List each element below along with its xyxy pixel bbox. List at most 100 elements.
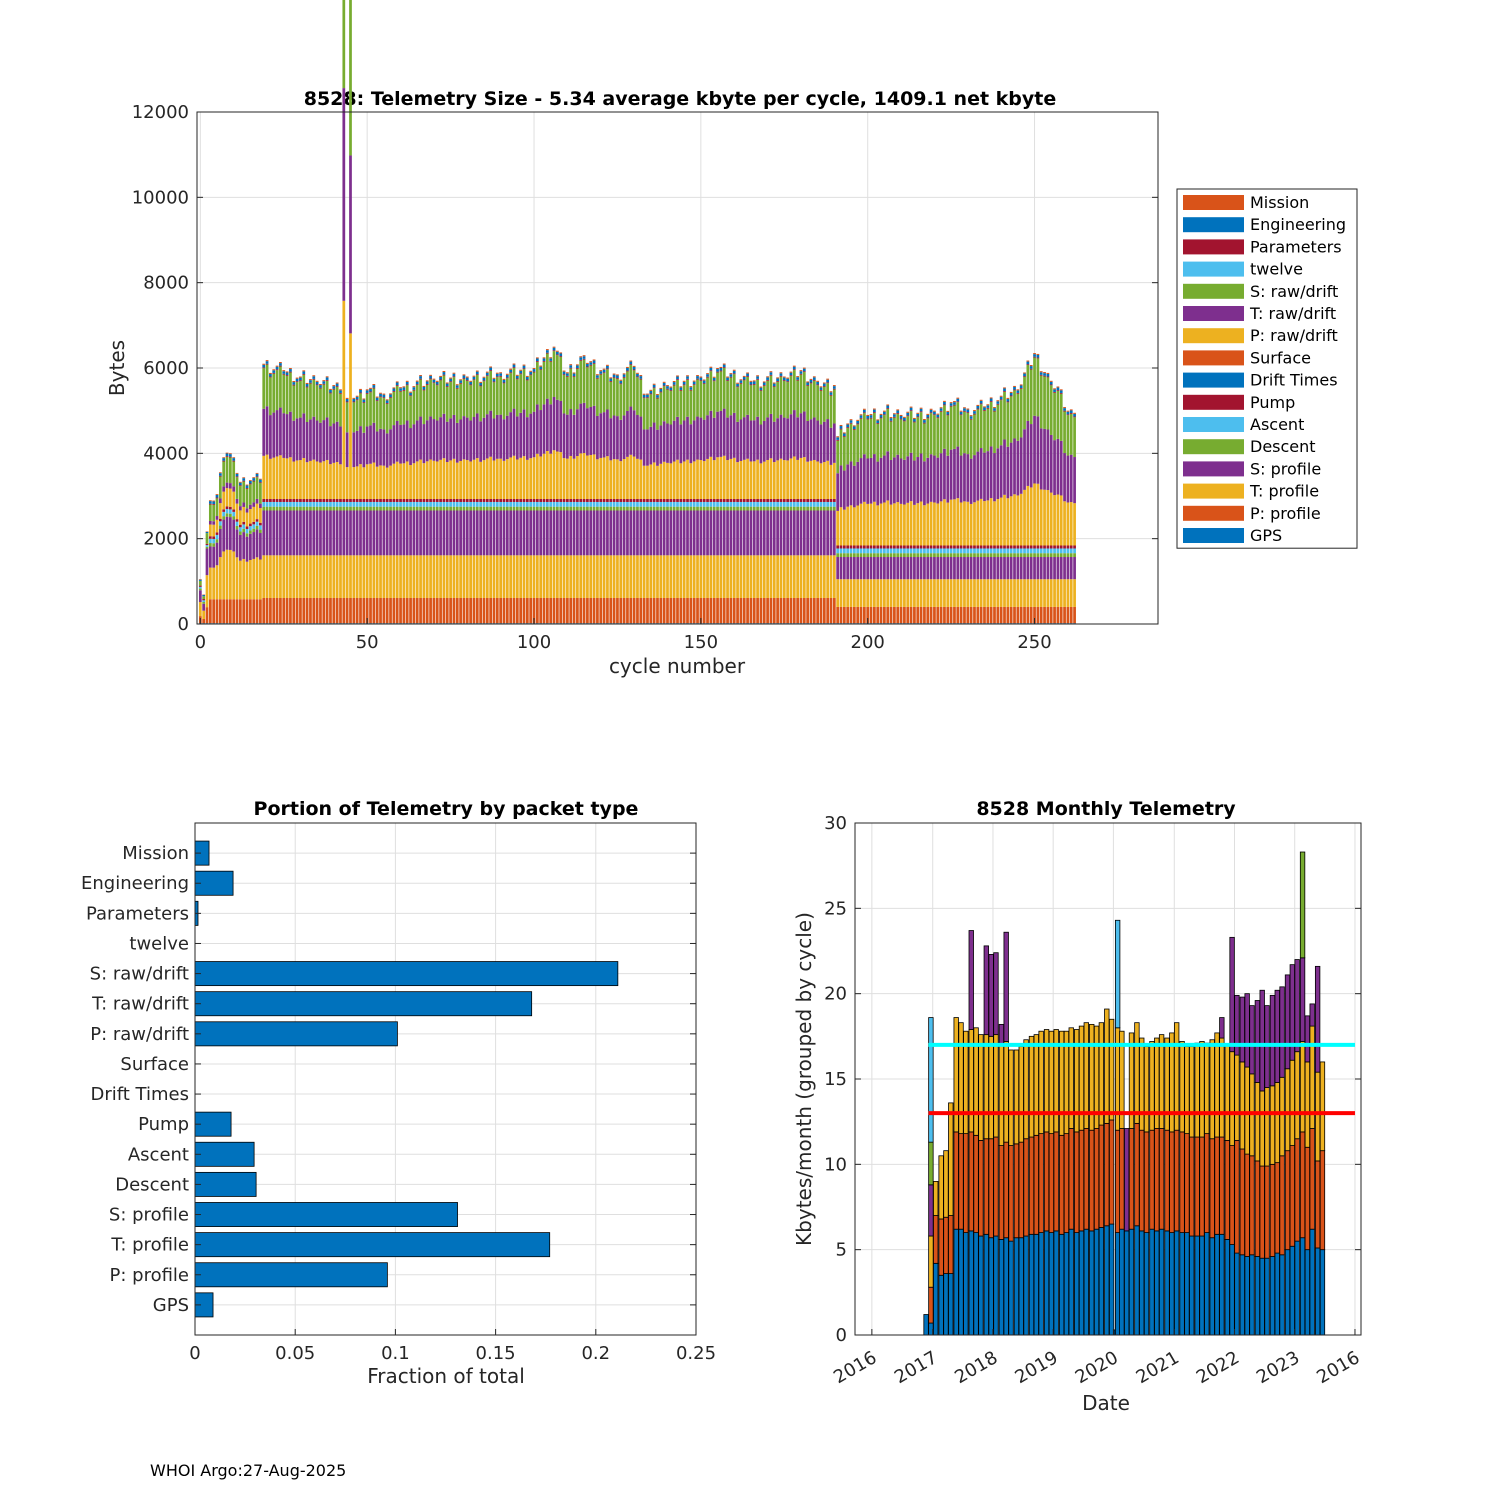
telemetry-bar-segment bbox=[566, 506, 569, 511]
telemetry-bar-segment bbox=[919, 545, 923, 549]
monthly-bar-segment bbox=[1143, 1232, 1150, 1336]
telemetry-bar-segment bbox=[362, 399, 366, 403]
telemetry-bar-segment bbox=[886, 408, 890, 409]
telemetry-bar-segment bbox=[976, 548, 980, 554]
telemetry-bar-segment bbox=[786, 506, 789, 511]
telemetry-bar-segment bbox=[275, 555, 279, 598]
telemetry-bar-segment bbox=[355, 506, 359, 511]
telemetry-bar-segment bbox=[602, 555, 606, 598]
telemetry-bar-segment bbox=[966, 454, 970, 502]
telemetry-bar-segment bbox=[459, 380, 462, 383]
telemetry-bar-segment bbox=[719, 501, 723, 507]
telemetry-bar-segment bbox=[1003, 553, 1006, 558]
telemetry-bar-segment bbox=[1069, 502, 1073, 546]
telemetry-bar-segment bbox=[545, 350, 549, 353]
telemetry-bar-segment bbox=[716, 411, 719, 458]
telemetry-bar-segment bbox=[716, 498, 719, 502]
telemetry-bar-segment bbox=[339, 510, 342, 556]
telemetry-bar-segment bbox=[689, 424, 693, 464]
telemetry-bar-segment bbox=[509, 510, 513, 556]
telemetry-bar-segment bbox=[896, 413, 900, 414]
telemetry-bar-segment bbox=[953, 606, 956, 624]
telemetry-bar-segment bbox=[549, 360, 553, 362]
telemetry-bar-segment bbox=[736, 383, 739, 387]
telemetry-bar-segment bbox=[302, 371, 306, 374]
telemetry-bar-segment bbox=[923, 461, 926, 506]
telemetry-bar-segment bbox=[686, 416, 689, 460]
telemetry-bar-segment bbox=[576, 368, 579, 410]
telemetry-bar-segment bbox=[586, 597, 589, 624]
telemetry-bar-segment bbox=[1016, 557, 1020, 580]
telemetry-bar-segment bbox=[689, 498, 693, 502]
telemetry-bar-segment bbox=[983, 407, 986, 411]
telemetry-bar-segment bbox=[789, 498, 793, 502]
monthly-bar-segment bbox=[1089, 1230, 1095, 1336]
telemetry-bar-segment bbox=[903, 553, 906, 558]
telemetry-bar-segment bbox=[1063, 545, 1066, 549]
telemetry-bar-segment bbox=[576, 510, 579, 556]
telemetry-bar-segment bbox=[542, 506, 546, 511]
telemetry-bar-segment bbox=[592, 359, 596, 361]
telemetry-bar-segment bbox=[956, 553, 960, 558]
telemetry-bar-segment bbox=[1006, 545, 1010, 549]
telemetry-bar-segment bbox=[759, 386, 763, 388]
telemetry-bar-segment bbox=[208, 524, 212, 537]
telemetry-bar-segment bbox=[762, 510, 766, 556]
monthly-bar-segment bbox=[1234, 1140, 1240, 1254]
telemetry-bar-segment bbox=[759, 390, 763, 392]
telemetry-bar-segment bbox=[228, 483, 232, 489]
monthly-bar-segment bbox=[1274, 1162, 1280, 1254]
telemetry-bar-segment bbox=[315, 597, 319, 624]
telemetry-bar-segment bbox=[462, 510, 466, 556]
telemetry-bar-segment bbox=[409, 465, 412, 499]
telemetry-bar-segment bbox=[906, 411, 910, 413]
telemetry-bar-segment bbox=[435, 498, 439, 502]
telemetry-bar-segment bbox=[509, 369, 513, 373]
telemetry-bar-segment bbox=[402, 463, 406, 499]
telemetry-bar-segment bbox=[799, 555, 803, 598]
monthly-bar-segment bbox=[1279, 1254, 1285, 1336]
monthly-bar-segment bbox=[1244, 1153, 1250, 1257]
monthly-reference-lines bbox=[928, 1042, 1355, 1116]
telemetry-bar-segment bbox=[542, 597, 546, 624]
telemetry-bar-segment bbox=[579, 403, 583, 454]
portion-category-label: P: profile bbox=[110, 1265, 190, 1286]
telemetry-bar-segment bbox=[409, 510, 412, 556]
telemetry-bar-segment bbox=[372, 555, 376, 598]
telemetry-bar-segment bbox=[669, 510, 673, 556]
telemetry-bar-segment bbox=[218, 498, 222, 504]
telemetry-bar-segment bbox=[746, 372, 749, 374]
telemetry-bar-segment bbox=[782, 460, 786, 499]
telemetry-bar-segment bbox=[515, 416, 519, 460]
telemetry-bar-segment bbox=[1059, 606, 1063, 624]
telemetry-bar-segment bbox=[893, 414, 896, 417]
telemetry-bar-segment bbox=[609, 510, 613, 556]
telemetry-bar-segment bbox=[586, 366, 589, 368]
telemetry-bar-segment bbox=[696, 376, 699, 379]
telemetry-bar-segment bbox=[235, 477, 239, 499]
telemetry-bar-segment bbox=[245, 533, 249, 537]
telemetry-bar-segment bbox=[716, 371, 719, 373]
telemetry-bar-segment bbox=[329, 392, 332, 394]
telemetry-bar-segment bbox=[596, 555, 599, 598]
telemetry-bar-segment bbox=[736, 555, 739, 598]
telemetry-bar-segment bbox=[616, 506, 619, 511]
telemetry-bar-segment bbox=[579, 510, 583, 556]
telemetry-bar-segment bbox=[472, 510, 476, 556]
telemetry-bar-segment bbox=[842, 579, 846, 607]
telemetry-bar-segment bbox=[1036, 553, 1040, 558]
telemetry-bar-segment bbox=[569, 506, 573, 511]
portion-bar bbox=[194, 991, 533, 1017]
telemetry-bar-segment bbox=[869, 418, 873, 458]
telemetry-bar-segment bbox=[676, 501, 679, 507]
telemetry-bar-segment bbox=[1063, 411, 1066, 454]
telemetry-bar-segment bbox=[993, 453, 996, 502]
telemetry-bar-segment bbox=[919, 579, 923, 607]
telemetry-bar-segment bbox=[249, 533, 252, 560]
telemetry-bar-segment bbox=[475, 555, 479, 598]
monthly-bar-segment bbox=[1199, 1136, 1205, 1237]
telemetry-bar-segment bbox=[495, 597, 499, 624]
telemetry-bar-segment bbox=[305, 462, 309, 499]
telemetry-bar-segment bbox=[472, 376, 476, 380]
monthly-bar-segment bbox=[1189, 1235, 1195, 1336]
